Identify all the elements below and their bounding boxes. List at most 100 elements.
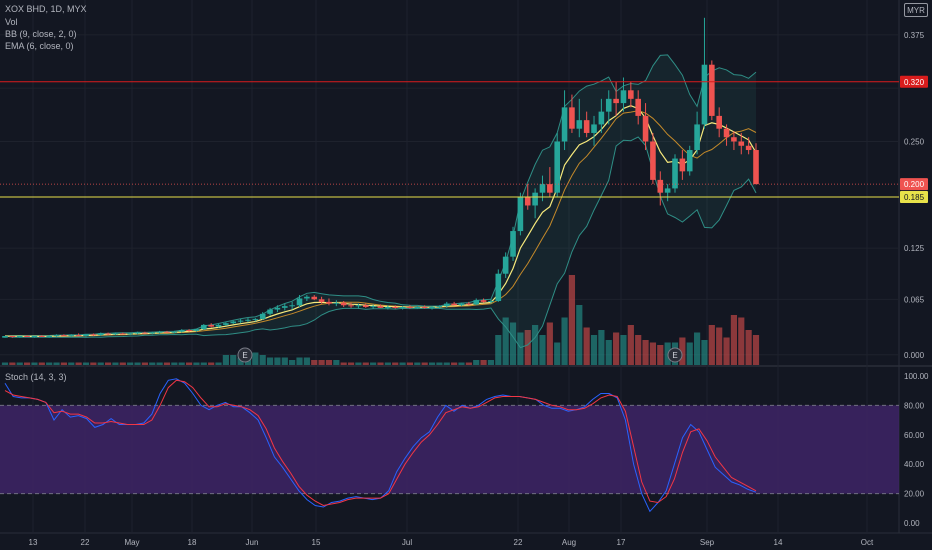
bollinger-legend[interactable]: BB (9, close, 2, 0) bbox=[5, 29, 77, 39]
volume-bar bbox=[119, 362, 126, 365]
volume-bar bbox=[208, 362, 215, 365]
x-tick-label: May bbox=[124, 538, 139, 547]
candle-body bbox=[569, 107, 575, 129]
candle-body bbox=[171, 331, 178, 333]
x-tick-label: Oct bbox=[861, 538, 874, 547]
candle-body bbox=[274, 307, 281, 310]
stoch-tick-label: 40.00 bbox=[904, 460, 925, 469]
stoch-tick-label: 80.00 bbox=[904, 401, 925, 410]
candle-body bbox=[112, 333, 119, 335]
candle-body bbox=[2, 335, 8, 338]
candle-body bbox=[576, 120, 583, 129]
volume-bar bbox=[193, 362, 200, 365]
price-tick-label: 0.375 bbox=[904, 31, 925, 40]
volume-bar bbox=[237, 357, 244, 365]
ema-legend[interactable]: EMA (6, close, 0) bbox=[5, 41, 74, 51]
candle-body bbox=[24, 335, 30, 337]
candle-body bbox=[414, 306, 421, 308]
candle-body bbox=[200, 324, 207, 330]
volume-bar bbox=[104, 362, 112, 365]
candle-body bbox=[311, 296, 318, 300]
candle-body bbox=[296, 298, 303, 306]
candle-body bbox=[142, 332, 148, 334]
volume-bar bbox=[185, 362, 193, 365]
currency-badge[interactable]: MYR bbox=[904, 3, 928, 17]
volume-bar bbox=[362, 362, 369, 365]
candle-body bbox=[281, 306, 288, 308]
volume-bar bbox=[289, 360, 296, 365]
volume-bar bbox=[75, 362, 82, 365]
volume-bar bbox=[532, 325, 539, 365]
volume-bar bbox=[480, 360, 487, 365]
volume-bar bbox=[333, 360, 340, 365]
volume-bar bbox=[649, 342, 657, 365]
volume-bar bbox=[723, 337, 730, 365]
volume-bar bbox=[178, 362, 185, 365]
candle-body bbox=[68, 335, 75, 337]
candle-body bbox=[348, 305, 354, 307]
volume-bar bbox=[716, 327, 723, 365]
price-tick-label: 0.250 bbox=[904, 137, 925, 146]
volume-bar bbox=[127, 362, 134, 365]
last-price-label: 0.200 bbox=[904, 180, 925, 189]
volume-bar bbox=[406, 362, 414, 365]
volume-bar bbox=[561, 317, 568, 365]
candle-body bbox=[701, 64, 708, 125]
candle-body bbox=[709, 64, 715, 116]
support-price-tag bbox=[900, 190, 928, 203]
candle-body bbox=[333, 302, 340, 304]
candle-body bbox=[664, 188, 671, 193]
stoch-tick-label: 60.00 bbox=[904, 431, 925, 440]
resistance-price-tag bbox=[900, 75, 928, 88]
volume-bar bbox=[68, 362, 75, 365]
candle-body bbox=[208, 324, 214, 327]
volume-bar bbox=[414, 362, 421, 365]
candle-body bbox=[252, 318, 259, 320]
x-tick-label: 14 bbox=[774, 538, 783, 547]
volume-bar bbox=[598, 330, 605, 365]
candle-body bbox=[723, 128, 730, 138]
stoch-legend[interactable]: Stoch (14, 3, 3) bbox=[5, 372, 67, 382]
candle-body bbox=[679, 158, 686, 172]
candle-body bbox=[156, 331, 163, 333]
volume-bar bbox=[377, 362, 384, 365]
volume-bar bbox=[325, 360, 333, 365]
candle-body bbox=[598, 111, 605, 125]
price-tick-label: 0.125 bbox=[904, 244, 925, 253]
x-tick-label: Jul bbox=[402, 538, 412, 547]
volume-bar bbox=[738, 317, 745, 365]
candle-body bbox=[120, 333, 126, 335]
volume-bar bbox=[46, 362, 53, 365]
volume-bar bbox=[568, 275, 576, 365]
symbol-title[interactable]: XOX BHD, 1D, MYX bbox=[5, 4, 87, 14]
candle-body bbox=[480, 300, 487, 302]
bollinger-fill bbox=[5, 54, 756, 348]
volume-bar bbox=[340, 362, 347, 365]
candle-body bbox=[186, 330, 192, 332]
volume-legend[interactable]: Vol bbox=[5, 17, 18, 27]
candle-body bbox=[488, 301, 494, 303]
volume-bar bbox=[97, 362, 104, 365]
volume-bar bbox=[252, 352, 259, 365]
volume-bar bbox=[443, 362, 450, 365]
volume-bar bbox=[399, 362, 406, 365]
candle-body bbox=[149, 332, 156, 334]
volume-bar bbox=[627, 325, 634, 365]
candle-body bbox=[657, 179, 664, 193]
candle-body bbox=[340, 302, 347, 306]
volume-bar bbox=[281, 357, 288, 365]
volume-bar bbox=[347, 362, 355, 365]
volume-bar bbox=[752, 335, 760, 365]
candle-body bbox=[105, 333, 111, 335]
volume-bar bbox=[392, 362, 399, 365]
volume-bar bbox=[495, 335, 502, 365]
candle-body bbox=[583, 120, 590, 133]
candle-body bbox=[61, 335, 67, 337]
volume-bar bbox=[613, 332, 620, 365]
candle-body bbox=[259, 313, 266, 319]
volume-bar bbox=[458, 362, 465, 365]
stoch-d-line bbox=[4, 379, 757, 507]
candle-body bbox=[9, 335, 16, 337]
